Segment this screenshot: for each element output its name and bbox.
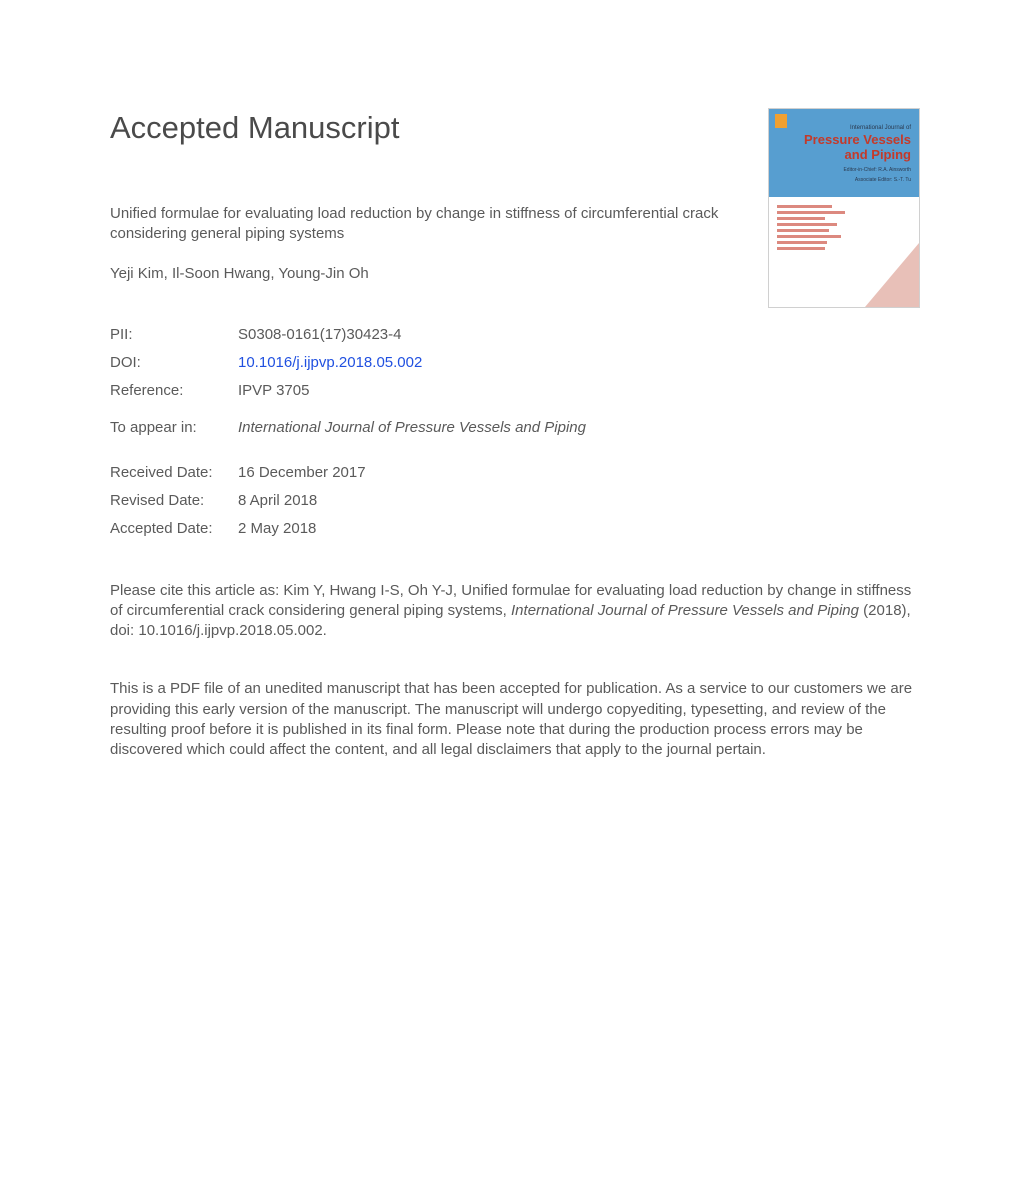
cover-journal-name-line1: Pressure Vessels: [777, 133, 911, 148]
pii-value: S0308-0161(17)30423-4: [238, 326, 401, 343]
cover-journal-name-line2: and Piping: [777, 148, 911, 163]
received-date-value: 16 December 2017: [238, 464, 366, 481]
disclaimer-text: This is a PDF file of an unedited manusc…: [110, 679, 920, 760]
pii-row: PII: S0308-0161(17)30423-4: [110, 326, 920, 343]
metadata-block: PII: S0308-0161(17)30423-4 DOI: 10.1016/…: [110, 326, 920, 399]
accepted-date-row: Accepted Date: 2 May 2018: [110, 520, 920, 537]
to-appear-row: To appear in: International Journal of P…: [110, 419, 920, 436]
revised-date-row: Revised Date: 8 April 2018: [110, 492, 920, 509]
revised-date-value: 8 April 2018: [238, 492, 317, 509]
doi-label: DOI:: [110, 354, 238, 371]
revised-date-label: Revised Date:: [110, 492, 238, 509]
accepted-date-label: Accepted Date:: [110, 520, 238, 537]
journal-cover-thumbnail: International Journal of Pressure Vessel…: [768, 108, 920, 308]
reference-label: Reference:: [110, 382, 238, 399]
article-title: Unified formulae for evaluating load red…: [110, 204, 750, 245]
cover-editor-line2: Associate Editor: S.-T. Tu: [777, 177, 911, 183]
cover-body: [769, 197, 919, 307]
cover-header: International Journal of Pressure Vessel…: [769, 109, 919, 197]
doi-row: DOI: 10.1016/j.ijpvp.2018.05.002: [110, 354, 920, 371]
cover-editor-line1: Editor-in-Chief: R.A. Ainsworth: [777, 167, 911, 173]
publisher-logo-icon: [775, 114, 787, 128]
received-date-label: Received Date:: [110, 464, 238, 481]
cover-fold-icon: [865, 243, 919, 307]
pii-label: PII:: [110, 326, 238, 343]
citation-journal: International Journal of Pressure Vessel…: [511, 602, 859, 619]
manuscript-page: Accepted Manuscript International Journa…: [0, 0, 1020, 820]
reference-value: IPVP 3705: [238, 382, 309, 399]
to-appear-label: To appear in:: [110, 419, 238, 436]
dates-block: Received Date: 16 December 2017 Revised …: [110, 464, 920, 537]
received-date-row: Received Date: 16 December 2017: [110, 464, 920, 481]
accepted-date-value: 2 May 2018: [238, 520, 316, 537]
to-appear-value: International Journal of Pressure Vessel…: [238, 419, 586, 436]
doi-link[interactable]: 10.1016/j.ijpvp.2018.05.002: [238, 354, 422, 371]
reference-row: Reference: IPVP 3705: [110, 382, 920, 399]
citation-text: Please cite this article as: Kim Y, Hwan…: [110, 581, 920, 642]
cover-subtitle: International Journal of: [777, 125, 911, 131]
